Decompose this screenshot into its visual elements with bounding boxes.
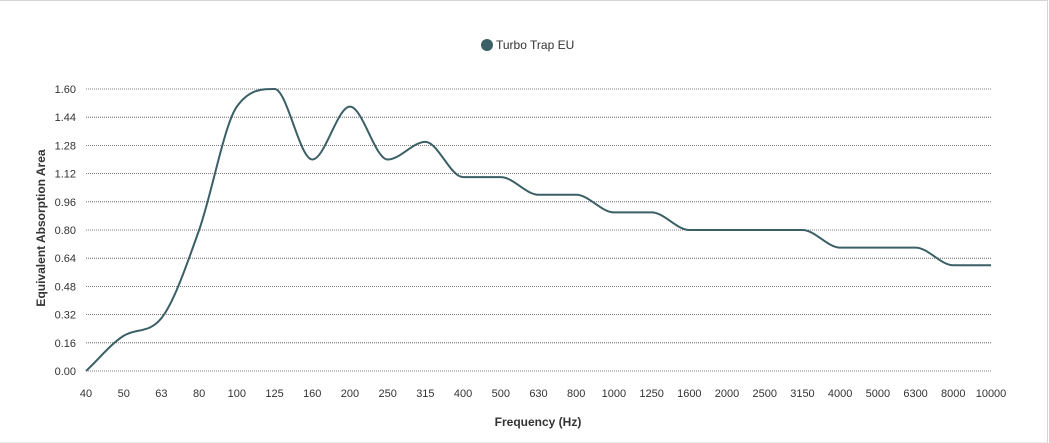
- x-tick-label: 400: [454, 388, 472, 400]
- y-tick-label: 1.60: [55, 84, 76, 96]
- x-tick-label: 5000: [866, 388, 890, 400]
- y-tick-label: 1.44: [55, 112, 76, 124]
- x-tick-label: 1600: [677, 388, 701, 400]
- x-tick-label: 1250: [639, 388, 663, 400]
- x-tick-label: 4000: [828, 388, 852, 400]
- x-tick-label: 2500: [753, 388, 777, 400]
- x-tick-label: 250: [378, 388, 396, 400]
- y-tick-label: 0.96: [55, 197, 76, 209]
- x-tick-label: 500: [492, 388, 510, 400]
- y-tick-label: 1.12: [55, 169, 76, 181]
- x-tick-label: 8000: [941, 388, 965, 400]
- x-tick-label: 160: [303, 388, 321, 400]
- y-tick-label: 0.32: [55, 310, 76, 322]
- legend-swatch: [481, 39, 493, 51]
- y-tick-label: 0.80: [55, 225, 76, 237]
- x-tick-label: 2000: [715, 388, 739, 400]
- y-tick-label: 0.00: [55, 366, 76, 378]
- y-tick-label: 1.28: [55, 140, 76, 152]
- y-tick-label: 0.64: [55, 253, 76, 265]
- x-tick-label: 10000: [976, 388, 1007, 400]
- y-tick-label: 0.16: [55, 338, 76, 350]
- x-tick-labels: 40 50 63 80 100 125 160 200 250 315 400 500 630 800 10…: [80, 388, 1006, 400]
- grid-lines: [86, 88, 991, 372]
- series-line[interactable]: [85, 87, 991, 372]
- x-tick-label: 50: [118, 388, 130, 400]
- y-axis-title: Equivalent Absorption Area: [34, 149, 48, 306]
- x-tick-label: 40: [80, 388, 92, 400]
- x-tick-label: 80: [193, 388, 205, 400]
- x-tick-label: 630: [529, 388, 547, 400]
- x-tick-label: 1000: [602, 388, 626, 400]
- x-tick-label: 3150: [790, 388, 814, 400]
- legend-label: Turbo Trap EU: [496, 38, 574, 52]
- x-tick-label: 800: [567, 388, 585, 400]
- x-tick-label: 100: [228, 388, 246, 400]
- x-axis-title: Frequency (Hz): [495, 415, 582, 429]
- x-tick-label: 125: [265, 388, 283, 400]
- y-tick-label: 0.48: [55, 281, 76, 293]
- y-tick-labels: 0.00 0.16 0.32 0.48 0.64 0.80 0.96 1.12 1.28 1.44…: [55, 84, 76, 378]
- x-tick-label: 315: [416, 388, 434, 400]
- x-tick-label: 6300: [903, 388, 927, 400]
- legend[interactable]: Turbo Trap EU: [481, 38, 574, 52]
- x-tick-label: 63: [155, 388, 167, 400]
- x-tick-label: 200: [341, 388, 359, 400]
